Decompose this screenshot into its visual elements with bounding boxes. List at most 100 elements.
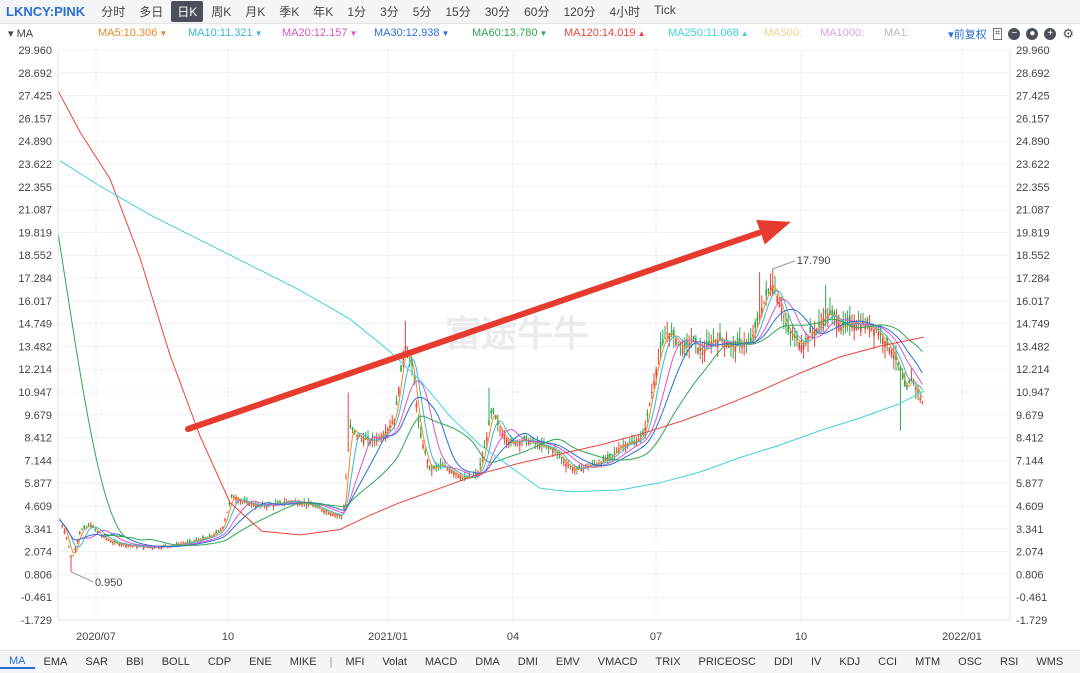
candlestick — [475, 468, 477, 480]
y-tick-label-left: 5.877 — [24, 478, 52, 490]
period-tab[interactable]: Tick — [654, 3, 676, 17]
indicator-tab[interactable]: KDJ — [839, 656, 861, 668]
candlestick — [670, 322, 673, 338]
fullscreen-icon[interactable]: ● — [1026, 28, 1039, 40]
indicator-tab[interactable]: CDP — [207, 656, 232, 668]
low-label: 0.950 — [95, 577, 123, 589]
candlestick — [233, 494, 235, 499]
x-tick-label: 04 — [507, 631, 519, 643]
candlestick — [822, 307, 825, 332]
indicator-tab[interactable]: MTM — [915, 656, 941, 668]
candlestick — [734, 340, 737, 363]
low-leader — [70, 571, 94, 583]
period-tab[interactable]: 3分 — [380, 5, 399, 19]
indicator-tab[interactable]: BBI — [125, 656, 144, 668]
indicator-tab[interactable]: SAR — [85, 656, 108, 668]
candlestick — [87, 522, 90, 527]
period-tab[interactable]: 周K — [211, 5, 232, 19]
candlestick — [917, 386, 919, 400]
indicator-tab[interactable]: TRIX — [655, 656, 681, 668]
arrow-down-icon: ▼ — [349, 29, 358, 38]
candlestick — [840, 324, 842, 335]
ma-value: MA5:10.306 ▼ — [98, 27, 167, 39]
indicator-tab[interactable]: BOLL — [161, 656, 190, 668]
ma-value: MA20:12.157 ▼ — [282, 27, 357, 39]
candlestick — [239, 499, 242, 505]
candlestick — [321, 509, 323, 513]
y-tick-label-left: 29.960 — [18, 45, 52, 57]
period-tabs: 分时 多日 日K 周K 月K 季K 年K 1分 3分 5分 15分 30分 60分 120分 4小时 Tick — [95, 1, 684, 22]
indicator-tab[interactable]: MIKE — [289, 656, 317, 668]
indicator-tab[interactable]: ENE — [249, 656, 272, 668]
y-tick-label-left: 28.692 — [18, 68, 52, 80]
indicator-tab[interactable]: WMS — [1036, 656, 1064, 668]
candlestick — [483, 439, 486, 449]
candlestick — [835, 308, 838, 338]
candlestick — [809, 318, 811, 334]
candlestick — [789, 328, 792, 347]
candlestick — [387, 426, 389, 439]
candlestick — [849, 306, 851, 336]
period-tab[interactable]: 多日 — [139, 5, 164, 19]
ma-indicator-label[interactable]: ▾ MA — [8, 27, 34, 40]
indicator-tab[interactable]: VMACD — [597, 656, 638, 668]
adjust-select[interactable]: ▾前复权 — [948, 29, 987, 41]
indicator-tab[interactable]: PRICEOSC — [698, 656, 757, 668]
period-tab[interactable]: 1分 — [347, 5, 366, 19]
candlestick — [915, 385, 917, 400]
y-tick-label-left: 16.017 — [18, 296, 52, 308]
candlestick — [94, 528, 96, 533]
candlestick — [488, 387, 490, 426]
indicator-tab[interactable]: MACD — [424, 656, 458, 668]
period-tab[interactable]: 年K — [313, 5, 334, 19]
indicator-tab[interactable]: EMA — [43, 656, 68, 668]
ma-line-ma60-start — [57, 232, 127, 538]
period-tab[interactable]: 月K — [245, 5, 266, 19]
indicator-tab[interactable]: DDI — [774, 656, 793, 668]
period-tab[interactable]: 日K — [171, 1, 204, 22]
y-tick-label-left: 17.284 — [18, 273, 52, 285]
trend-arrow-head-icon — [756, 219, 791, 245]
candlestick — [255, 501, 257, 510]
candlestick — [68, 545, 70, 548]
period-tab[interactable]: 15分 — [445, 5, 471, 19]
indicator-tab[interactable]: CCI — [878, 656, 898, 668]
gear-icon[interactable]: ⚙ — [1062, 26, 1074, 41]
candlestick — [79, 530, 81, 536]
period-tab[interactable]: 120分 — [563, 5, 596, 19]
indicator-tab[interactable]: DMA — [475, 656, 500, 668]
y-tick-label-right: 28.692 — [1016, 68, 1050, 80]
chart-type-icon[interactable]: ⌗ — [992, 28, 1003, 40]
indicator-tab[interactable]: RSI — [1000, 656, 1019, 668]
candlestick — [754, 318, 756, 341]
indicator-tab[interactable]: MFI — [345, 656, 365, 668]
period-tab[interactable]: 分时 — [101, 5, 126, 19]
y-tick-label-left: 7.144 — [24, 455, 52, 467]
period-tab[interactable]: 30分 — [484, 5, 511, 19]
candlestick — [90, 522, 92, 528]
candlestick — [824, 284, 827, 327]
indicator-tab[interactable]: Volat — [382, 656, 407, 668]
period-tab[interactable]: 季K — [279, 5, 300, 19]
candlestick — [758, 272, 761, 324]
candlestick — [389, 419, 391, 434]
indicator-tab[interactable]: MA — [0, 655, 35, 669]
candlestick — [829, 297, 831, 316]
period-tab[interactable]: 4小时 — [609, 5, 641, 19]
period-tab[interactable]: 60分 — [524, 5, 550, 19]
candlestick — [424, 448, 426, 456]
ma-legend-bar: ▾ MA MA5:10.306 ▼ MA10:11.321 ▼ MA20:12.157 ▼… — [0, 24, 1080, 42]
zoom-in-icon[interactable]: + — [1044, 28, 1057, 40]
indicator-tab[interactable]: EMV — [555, 656, 580, 668]
candlestick — [215, 529, 217, 535]
period-tab[interactable]: 5分 — [412, 5, 432, 19]
candlestick — [85, 525, 88, 528]
zoom-out-icon[interactable]: − — [1008, 28, 1021, 40]
indicator-tab[interactable]: IV — [810, 656, 822, 668]
candlestick — [453, 470, 455, 478]
indicator-tab[interactable]: OSC — [958, 656, 982, 668]
indicator-tab[interactable]: DMI — [517, 656, 538, 668]
y-tick-label-right: 16.017 — [1016, 296, 1050, 308]
chevron-down-icon: ▾ — [8, 27, 14, 40]
